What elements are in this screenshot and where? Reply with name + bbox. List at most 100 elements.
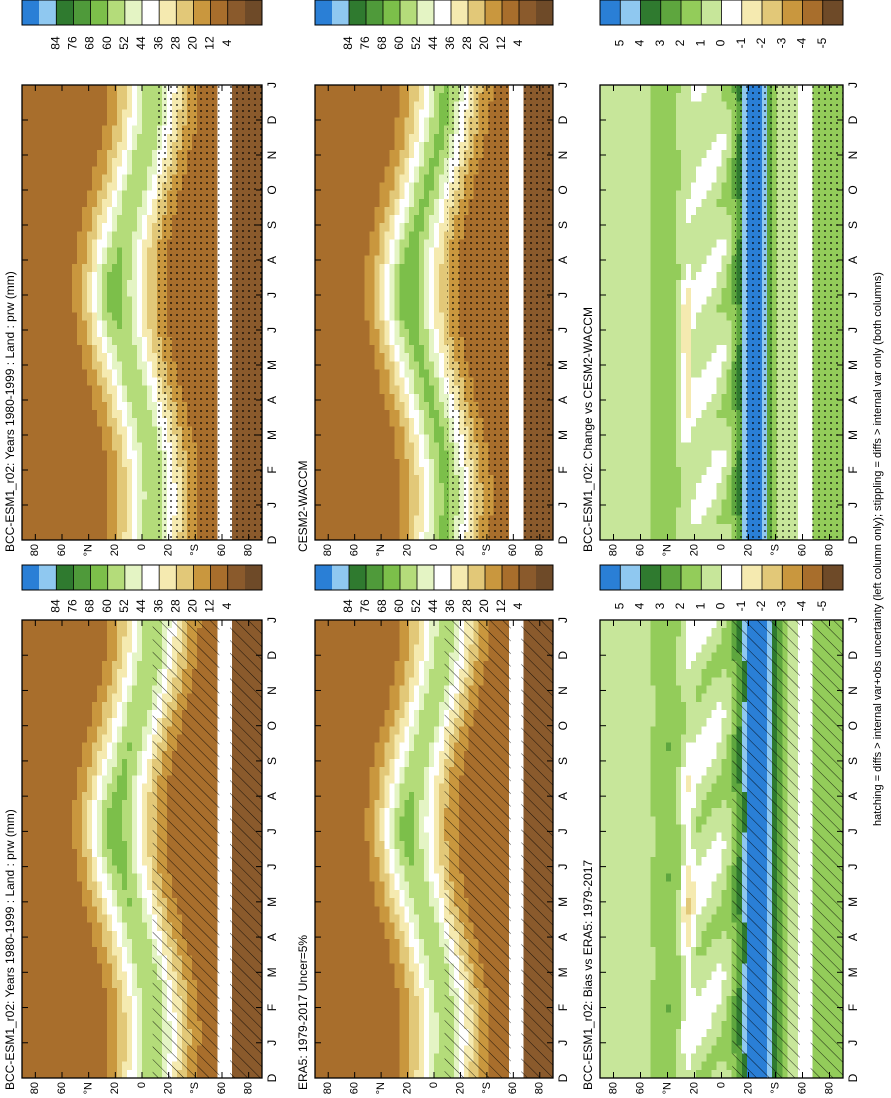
field-cell bbox=[27, 368, 33, 378]
field-cell bbox=[87, 466, 93, 475]
field-cell bbox=[137, 750, 143, 760]
field-cell bbox=[132, 311, 138, 321]
field-cell bbox=[117, 733, 123, 743]
field-cell bbox=[92, 515, 98, 524]
field-cell bbox=[82, 856, 88, 866]
field-cell bbox=[117, 238, 123, 248]
field-cell bbox=[32, 108, 38, 118]
field-cell bbox=[117, 717, 123, 727]
field-cell bbox=[127, 141, 133, 150]
field-cell bbox=[122, 766, 128, 776]
field-cell bbox=[127, 425, 133, 435]
field-cell bbox=[137, 962, 143, 972]
field-cell bbox=[72, 979, 78, 989]
field-cell bbox=[32, 336, 38, 345]
field-cell bbox=[112, 881, 118, 890]
field-cell bbox=[52, 799, 58, 809]
field-cell bbox=[72, 1052, 78, 1062]
field-cell bbox=[67, 263, 73, 272]
field-cell bbox=[97, 320, 103, 329]
field-cell bbox=[142, 766, 148, 776]
field-cell bbox=[142, 206, 148, 215]
field-cell bbox=[22, 930, 28, 939]
field-cell bbox=[97, 807, 103, 817]
field-cell bbox=[102, 643, 108, 653]
field-cell bbox=[47, 108, 53, 118]
field-cell bbox=[132, 149, 138, 159]
field-cell bbox=[47, 791, 53, 800]
field-cell bbox=[92, 693, 98, 702]
field-cell bbox=[37, 311, 43, 321]
field-cell bbox=[22, 393, 28, 402]
field-cell bbox=[22, 458, 28, 467]
field-cell bbox=[147, 531, 153, 540]
field-cell bbox=[82, 214, 88, 224]
field-cell bbox=[77, 856, 83, 866]
field-cell bbox=[127, 149, 133, 159]
field-cell bbox=[112, 766, 118, 776]
field-cell bbox=[102, 995, 108, 1005]
field-cell bbox=[102, 701, 108, 710]
field-cell bbox=[57, 295, 63, 305]
field-cell bbox=[92, 643, 98, 653]
field-cell bbox=[27, 1020, 33, 1029]
field-cell bbox=[62, 84, 68, 94]
field-cell bbox=[102, 922, 108, 931]
field-cell bbox=[52, 717, 58, 727]
field-cell bbox=[47, 1052, 53, 1062]
field-cell bbox=[117, 149, 123, 159]
field-cell bbox=[62, 368, 68, 378]
field-cell bbox=[97, 498, 103, 508]
field-cell bbox=[42, 881, 48, 890]
field-cell bbox=[102, 385, 108, 394]
field-cell bbox=[142, 684, 148, 694]
field-cell bbox=[92, 652, 98, 661]
field-cell bbox=[47, 758, 53, 768]
field-cell bbox=[92, 92, 98, 102]
field-cell bbox=[97, 742, 103, 751]
field-cell bbox=[62, 1052, 68, 1062]
field-cell bbox=[82, 506, 88, 516]
field-cell bbox=[22, 889, 28, 899]
field-cell bbox=[82, 905, 88, 915]
field-cell bbox=[27, 799, 33, 809]
field-cell bbox=[122, 807, 128, 817]
field-cell bbox=[27, 214, 33, 224]
field-cell bbox=[57, 742, 63, 751]
field-cell bbox=[107, 864, 113, 874]
field-cell bbox=[67, 733, 73, 743]
field-cell bbox=[77, 758, 83, 768]
field-cell bbox=[82, 782, 88, 792]
field-cell bbox=[87, 971, 93, 980]
field-cell bbox=[147, 482, 153, 492]
field-cell bbox=[67, 149, 73, 159]
field-cell bbox=[42, 832, 48, 841]
field-cell bbox=[122, 897, 128, 907]
field-cell bbox=[127, 1044, 133, 1054]
field-cell bbox=[37, 393, 43, 402]
field-cell bbox=[87, 360, 93, 370]
field-cell bbox=[67, 652, 73, 661]
field-cell bbox=[52, 643, 58, 653]
field-cell bbox=[32, 913, 38, 923]
field-cell bbox=[92, 84, 98, 94]
field-cell bbox=[137, 295, 143, 305]
field-cell bbox=[127, 872, 133, 882]
field-cell bbox=[37, 889, 43, 899]
field-cell bbox=[132, 417, 138, 427]
field-cell bbox=[62, 799, 68, 809]
field-cell bbox=[82, 133, 88, 142]
field-cell bbox=[137, 922, 143, 931]
field-cell bbox=[32, 872, 38, 882]
field-cell bbox=[137, 263, 143, 272]
field-cell bbox=[67, 173, 73, 183]
field-cell bbox=[32, 141, 38, 150]
field-cell bbox=[47, 946, 53, 956]
field-cell bbox=[142, 214, 148, 224]
field-cell bbox=[147, 141, 153, 150]
field-cell bbox=[42, 295, 48, 305]
field-cell bbox=[82, 913, 88, 923]
field-cell bbox=[87, 474, 93, 484]
field-cell bbox=[117, 385, 123, 394]
field-cell bbox=[22, 856, 28, 866]
